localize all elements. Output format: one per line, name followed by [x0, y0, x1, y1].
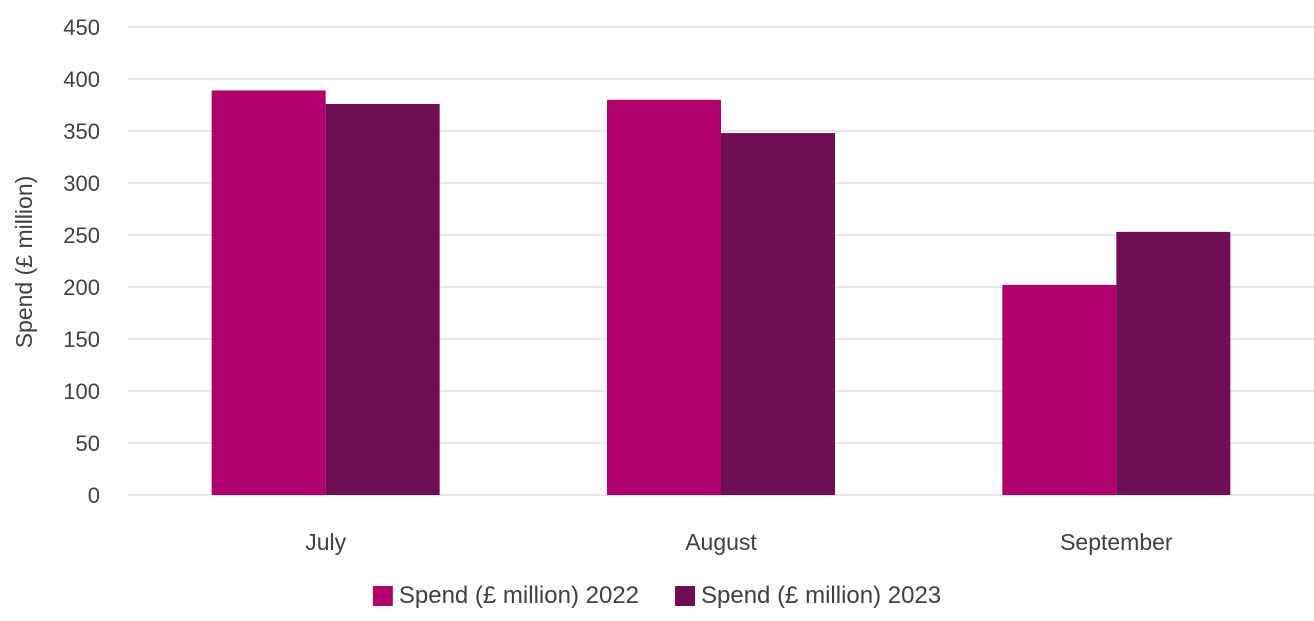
bar-july-series-1 [211, 90, 326, 495]
y-tick-label: 0 [88, 483, 100, 508]
legend-swatch [372, 586, 393, 606]
legend-swatch [675, 586, 695, 606]
x-category-label: September [1060, 529, 1173, 555]
x-category-label: August [685, 529, 757, 555]
y-tick-label: 100 [63, 379, 100, 404]
legend-item: Spend (£ million) 2023 [675, 582, 941, 609]
legend-label: Spend (£ million) 2023 [701, 582, 941, 609]
y-tick-label: 350 [63, 119, 100, 144]
legend: Spend (£ million) 2022 Spend (£ million) … [372, 582, 941, 609]
bar-september-series-2 [1116, 231, 1231, 495]
x-category-label: July [305, 529, 346, 555]
y-tick-label: 400 [63, 67, 100, 92]
bar-august-series-1 [607, 99, 721, 496]
bar-august-series-2 [721, 133, 835, 495]
y-tick-label: 200 [63, 275, 100, 300]
legend-label: Spend (£ million) 2022 [399, 582, 639, 609]
bars [211, 90, 1231, 496]
x-axis-category-labels: July August September [305, 529, 1173, 555]
y-axis-title: Spend (£ million) [11, 176, 37, 349]
y-tick-label: 250 [63, 223, 100, 248]
y-axis-tick-labels: 0 50 100 150 200 250 300 350 400 450 [63, 15, 100, 508]
y-tick-label: 150 [63, 327, 100, 352]
bar-july-series-2 [325, 103, 440, 496]
y-tick-label: 450 [63, 15, 100, 40]
y-tick-label: 50 [76, 431, 100, 456]
y-tick-label: 300 [63, 171, 100, 196]
bar-september-series-1 [1002, 284, 1117, 495]
legend-item: Spend (£ million) 2022 [372, 582, 639, 609]
